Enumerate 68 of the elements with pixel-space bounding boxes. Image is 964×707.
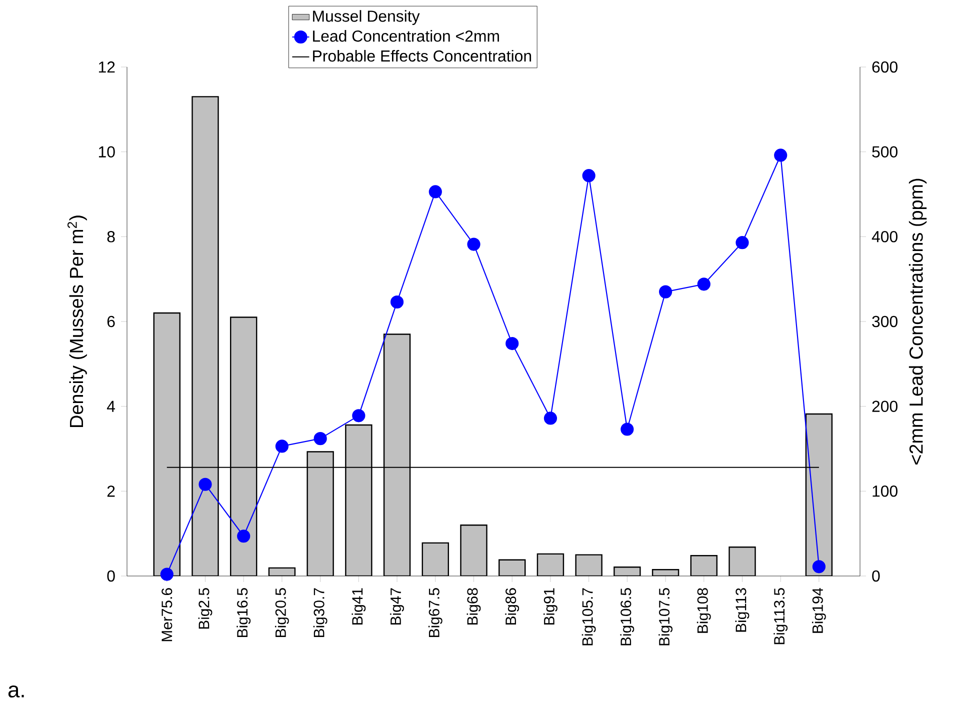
y-tick-label: 6 [107,316,115,328]
bar [345,424,372,576]
bar [153,312,180,576]
x-tick-label: Mer75.6 [162,588,172,642]
x-tick-label: Big113 [735,588,750,632]
y2-tick-label: 0 [872,570,880,582]
point [428,185,442,198]
point [812,560,826,574]
x-tick-label: Big41 [352,588,366,625]
bar [728,546,756,576]
bar [383,334,411,576]
x-tick-label: Big20.5 [275,588,289,637]
x-tick-label: Big67.5 [428,588,442,637]
point [736,236,749,250]
point [506,337,519,350]
x-tick-label: Big194 [812,588,826,633]
point [697,278,710,291]
point [467,238,480,251]
point [582,169,596,182]
x-tick-label: Big107.5 [658,588,672,646]
legend-label: Probable Effects Concentration [313,50,532,62]
point [390,295,404,309]
legend-label: Mussel Density [313,10,420,25]
bar [805,413,833,576]
bar [460,524,488,576]
text: a. [8,685,24,698]
x-tick-label: Big86 [505,588,520,625]
point [620,422,634,436]
y-tick-label: 10 [98,146,115,158]
x-tick-label: Big2.5 [198,588,212,629]
bar [192,96,219,576]
x-tick-label: Big91 [544,588,558,625]
point [198,478,212,491]
x-tick-label: Big105.7 [582,588,596,646]
y-axis-title: Density (Mussels Per m$^{2}$) [68,216,87,427]
point [275,440,289,453]
x-tick-label: Big16.5 [236,588,251,637]
point [658,285,672,298]
x-tick-label: Big47 [390,588,404,625]
x-tick-label: Big68 [466,588,481,625]
point [352,409,366,422]
bar [230,316,258,576]
legend-label: Lead Concentration <2mm [313,30,499,42]
x-tick-label: Big30.7 [313,588,328,637]
y2-tick-label: 100 [872,486,898,497]
y2-tick-label: 400 [872,231,898,242]
y-tick-label: 2 [107,486,115,497]
y2-tick-label: 200 [872,400,898,412]
bar [690,555,718,576]
point [774,148,788,162]
y2-tick-label: 300 [872,316,898,328]
y2-tick-label: 600 [872,61,898,73]
x-tick-label: Big108 [696,588,711,633]
point [314,432,327,446]
y2-axis-title: <2mm Lead Concentrations (ppm) [908,178,927,464]
point [160,568,174,581]
y-tick-label: 4 [106,400,116,412]
y-tick-label: 0 [107,570,115,582]
y-tick-label: 8 [107,231,115,242]
point [544,412,558,425]
y-tick-label: 12 [98,61,115,73]
x-tick-label: Big113.5 [774,588,788,644]
point [237,530,250,543]
bar [422,542,449,576]
bar [306,451,334,576]
bar [536,553,564,576]
x-tick-label: Big106.5 [620,588,634,646]
y2-tick-label: 500 [872,146,898,158]
